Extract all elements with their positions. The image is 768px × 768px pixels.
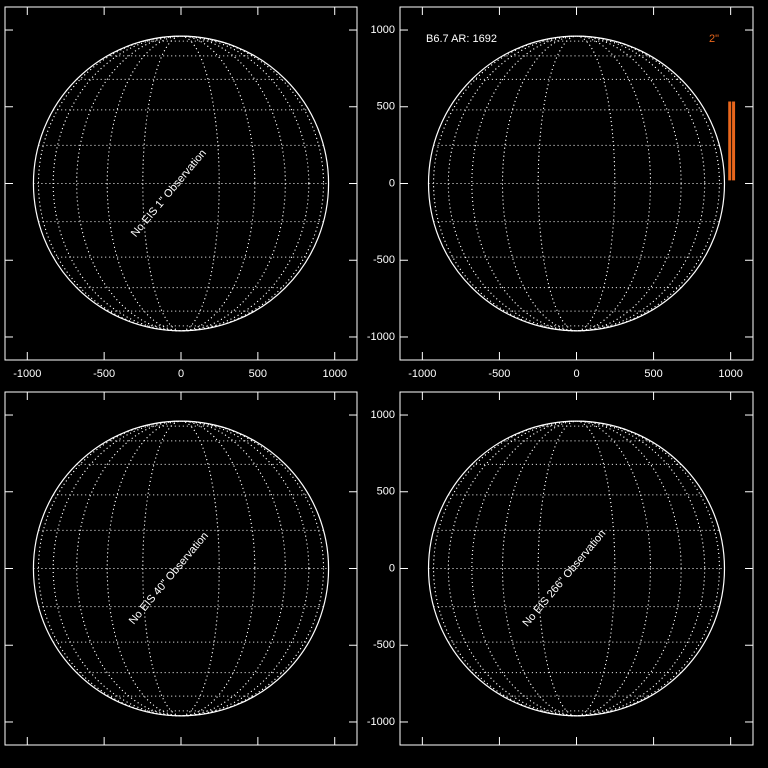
meridian xyxy=(537,420,616,717)
solar-limb xyxy=(427,420,726,717)
panel-label: B6.7 AR: 1692 xyxy=(426,33,497,45)
solar-limb xyxy=(32,420,330,717)
y-tick-label: -1000 xyxy=(367,331,395,343)
x-tick-label: -500 xyxy=(93,368,115,380)
slit-label: 2" xyxy=(709,33,719,45)
x-tick-label: -1000 xyxy=(13,368,41,380)
meridian xyxy=(433,420,720,717)
meridian xyxy=(106,35,256,332)
x-tick-label: 0 xyxy=(573,368,579,380)
y-tick-label: -1000 xyxy=(367,716,395,728)
meridian xyxy=(142,420,220,717)
meridian xyxy=(537,35,616,332)
y-tick-label: 1000 xyxy=(371,24,395,36)
y-tick-label: 0 xyxy=(389,562,395,574)
y-tick-label: 0 xyxy=(389,177,395,189)
meridian xyxy=(37,35,325,332)
x-tick-label: 1000 xyxy=(322,368,346,380)
x-tick-label: 0 xyxy=(178,368,184,380)
meridian xyxy=(502,420,651,717)
x-tick-label: -500 xyxy=(488,368,510,380)
y-tick-label: 1000 xyxy=(371,409,395,421)
x-tick-label: -1000 xyxy=(408,368,436,380)
meridian xyxy=(471,35,682,332)
x-tick-label: 500 xyxy=(644,368,662,380)
x-tick-label: 500 xyxy=(249,368,267,380)
panel: -1000 -500 0 500 1000 -1000 -500 0 500 1000 B6.7 A… xyxy=(367,6,754,380)
meridian xyxy=(142,35,220,332)
y-tick-label: 500 xyxy=(377,101,395,113)
x-tick-label: 1000 xyxy=(718,368,742,380)
meridian xyxy=(502,35,651,332)
meridian xyxy=(37,420,325,717)
meridian xyxy=(433,35,720,332)
y-tick-label: -500 xyxy=(373,254,395,266)
meridian xyxy=(106,420,256,717)
meridian xyxy=(471,420,682,717)
y-tick-label: -500 xyxy=(373,639,395,651)
solar-limb xyxy=(427,35,726,332)
solar-limb xyxy=(32,35,330,332)
y-tick-label: 500 xyxy=(377,486,395,498)
